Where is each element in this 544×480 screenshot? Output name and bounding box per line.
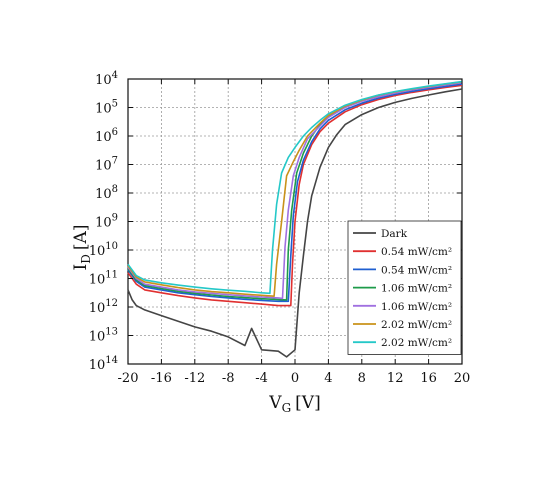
legend: Dark 0.54 mW/cm² 0.54 mW/cm² 1.06 mW/cm² 1.0… — [347, 220, 462, 355]
x-axis-title-unit: [V] — [295, 393, 321, 413]
y-tick-label: 1010 — [89, 241, 118, 259]
y-tick-label: 108 — [95, 184, 118, 202]
x-tick-label: 8 — [358, 371, 366, 386]
series-line-7 — [127, 80, 463, 295]
y-tick-label: 1012 — [89, 298, 118, 316]
y-tick-label: 1011 — [89, 270, 118, 288]
x-axis-title-sub: G — [282, 401, 292, 415]
series-line-3 — [127, 83, 463, 303]
legend-label: Dark — [381, 228, 408, 240]
series-line-1 — [127, 88, 463, 358]
x-tick-label: 4 — [324, 371, 332, 386]
legend-label: 0.54 mW/cm² — [381, 264, 452, 276]
y-axis-title-main: I — [71, 264, 91, 271]
legend-label: 1.06 mW/cm² — [381, 301, 452, 313]
ticks: -20 -16 -12 -8 -4 0 4 8 12 16 20 104 105 106 107 108 109… — [89, 70, 471, 386]
y-tick-label: 107 — [95, 156, 118, 174]
y-tick-label: 106 — [95, 127, 118, 145]
x-tick-label: 20 — [454, 371, 471, 386]
legend-label: 1.06 mW/cm² — [381, 283, 452, 295]
y-axis-title-sub: D — [79, 254, 93, 264]
x-tick-label: -4 — [255, 371, 268, 386]
x-tick-label: 12 — [387, 371, 404, 386]
x-tick-label: 0 — [291, 371, 299, 386]
y-axis-title-unit: [A] — [71, 225, 91, 251]
y-tick-label: 1013 — [89, 327, 118, 345]
y-tick-label: 105 — [95, 99, 118, 117]
y-tick-label: 1014 — [89, 355, 118, 373]
x-axis-title-main: V — [268, 393, 282, 413]
y-axis-title: ID [A] — [71, 225, 93, 271]
y-tick-label: 109 — [95, 213, 118, 231]
series-line-2 — [127, 84, 463, 307]
x-tick-label: -20 — [118, 371, 139, 386]
legend-label: 0.54 mW/cm² — [381, 246, 452, 258]
x-tick-label: 16 — [420, 371, 437, 386]
legend-label: 2.02 mW/cm² — [381, 337, 452, 349]
series-line-5 — [127, 81, 463, 300]
legend-label: 2.02 mW/cm² — [381, 319, 452, 331]
x-tick-label: -8 — [222, 371, 235, 386]
y-tick-label: 104 — [95, 70, 118, 88]
series-layer — [127, 80, 463, 358]
x-tick-label: -16 — [151, 371, 172, 386]
x-tick-label: -12 — [184, 371, 205, 386]
x-axis-title: VG [V] — [268, 393, 320, 415]
